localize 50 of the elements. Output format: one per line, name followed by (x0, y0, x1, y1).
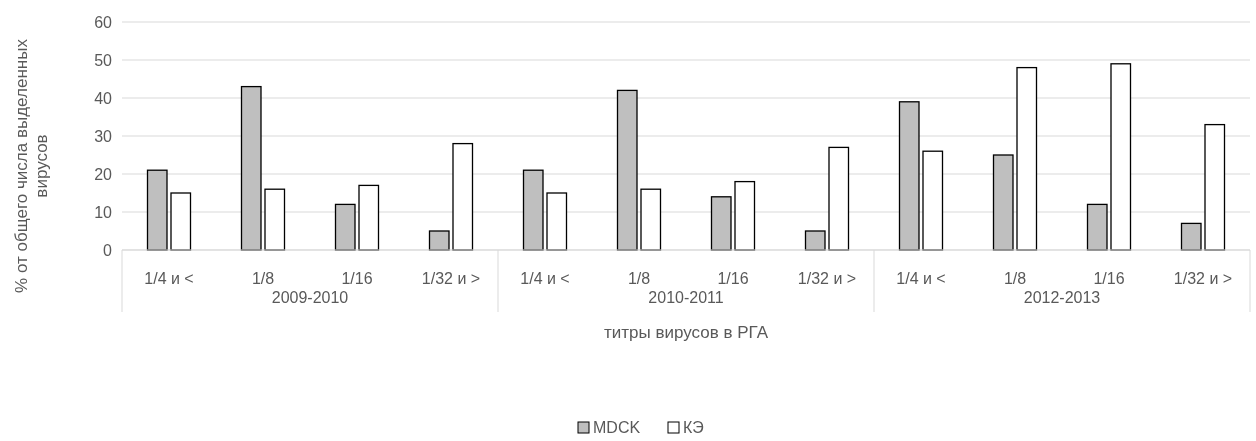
legend-label: КЭ (683, 419, 704, 436)
bar (546, 192, 568, 251)
y-tick-label: 30 (94, 127, 113, 145)
text: 2010-2011 (648, 289, 724, 306)
bar (804, 230, 826, 251)
x-tick-label: 1/8 (1003, 270, 1027, 287)
bar (264, 188, 286, 251)
y-tick-label: 20 (94, 165, 113, 183)
x-tick-label: 1/16 (341, 270, 373, 287)
bar (428, 230, 450, 251)
bar (992, 154, 1014, 251)
x-tick-label: 1/16 (717, 270, 749, 287)
bar (1204, 123, 1226, 251)
bar (898, 101, 920, 251)
bar (146, 169, 168, 251)
bar (452, 142, 474, 251)
x-tick-label: 1/32 и > (797, 270, 857, 287)
x-tick-label: 1/4 и < (896, 270, 946, 287)
y-tick-label: 50 (94, 51, 113, 69)
x-tick-label: 1/32 и > (1173, 270, 1233, 287)
x-axis-title: титры вирусов в РГА (604, 323, 769, 342)
y-tick-label: 40 (94, 89, 113, 107)
y-tick-label: 0 (103, 241, 113, 259)
bar (922, 150, 944, 251)
x-tick-label: 1/16 (1093, 270, 1125, 287)
bar (640, 188, 662, 251)
bar (240, 85, 262, 251)
bar (734, 180, 756, 251)
x-tick-label: 1/8 (251, 270, 275, 287)
x-tick-label: 1/8 (627, 270, 651, 287)
legend-label: MDCK (593, 419, 641, 436)
bar (334, 203, 356, 251)
text: 2012-2013 (1023, 289, 1101, 306)
bar (1016, 66, 1038, 251)
text: 2009-2010 (271, 289, 349, 306)
bar (828, 146, 850, 251)
y-tick-label: 60 (94, 13, 113, 31)
bar (358, 184, 380, 251)
y-axis-title: % от общего числа выделенных вирусов (11, 38, 51, 293)
bar (710, 196, 732, 251)
x-tick-label: 1/4 и < (144, 270, 194, 287)
bar (1086, 203, 1108, 251)
x-tick-label: 1/4 и < (520, 270, 570, 287)
bar (1110, 63, 1132, 251)
bar (522, 169, 544, 251)
bar (616, 89, 638, 251)
bar (170, 192, 192, 251)
bar (1180, 222, 1202, 251)
y-tick-label: 10 (94, 203, 113, 221)
x-tick-label: 1/32 и > (421, 270, 481, 287)
